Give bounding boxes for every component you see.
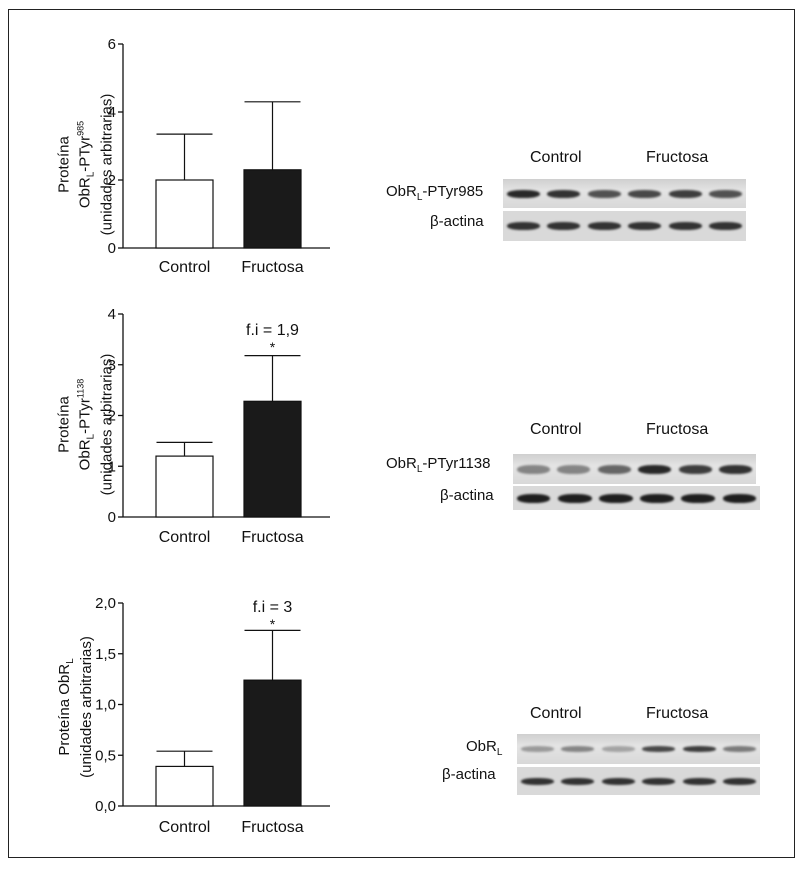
- blot-band: [547, 189, 581, 198]
- blot-band: [597, 464, 631, 474]
- y-tick-label: 4: [108, 104, 116, 121]
- category-label: Control: [159, 819, 211, 836]
- y-tick-label: 3: [108, 357, 116, 374]
- blot3-header-control: Control: [530, 705, 582, 722]
- blot3-row2-strip: [517, 767, 760, 795]
- significance-marker: *: [270, 339, 276, 355]
- blot-band: [681, 493, 716, 503]
- y-tick-label: 0,5: [95, 747, 116, 764]
- blot-band: [601, 777, 635, 785]
- blot-band: [599, 493, 633, 503]
- y-tick-label: 1,5: [95, 646, 116, 663]
- blot-band: [506, 222, 540, 230]
- blot-band: [642, 777, 676, 785]
- blot1-row2-strip: [503, 211, 746, 241]
- blot-band: [506, 189, 540, 198]
- y-tick-label: 1: [108, 458, 116, 475]
- fold-increase-label: f.i = 3: [253, 599, 293, 616]
- y-tick-label: 4: [108, 306, 116, 323]
- blot1-header-fructosa: Fructosa: [646, 149, 709, 166]
- blot-band: [668, 222, 702, 230]
- blot-band: [587, 189, 621, 198]
- blot-band: [682, 777, 716, 785]
- bar-fructosa: [243, 169, 302, 249]
- category-label: Fructosa: [241, 259, 303, 276]
- blot1-row1-label: ObRL-PTyr985: [386, 183, 484, 203]
- blot2-row1-strip: [513, 454, 756, 484]
- blot-band: [642, 746, 676, 752]
- y-tick-label: 6: [108, 36, 116, 53]
- bar-control: [155, 765, 214, 807]
- blot-band: [682, 746, 716, 752]
- blot-band: [723, 746, 757, 752]
- bar-chart-ptyr1138: 0 1 2 3 4 Control Fructosa f.i = 1,9*: [108, 306, 330, 546]
- blot-band: [561, 777, 595, 785]
- blot-band: [628, 222, 662, 230]
- y-axis-label-2: Proteína ObRL-PTyr1138 (unidades arbitra…: [55, 353, 116, 496]
- category-label: Control: [159, 259, 211, 276]
- blot1-row1-strip: [503, 179, 746, 208]
- blot2-row2-strip: [513, 486, 760, 510]
- blot3-header-fructosa: Fructosa: [646, 705, 709, 722]
- blot-band: [601, 746, 635, 752]
- y-tick-label: 2: [108, 172, 116, 189]
- blot-band: [719, 464, 753, 474]
- blot-band: [557, 464, 591, 474]
- blot-band: [678, 464, 712, 474]
- significance-marker: *: [270, 616, 276, 632]
- category-label: Fructosa: [241, 529, 303, 546]
- bar-chart-ptyr985: 0 2 4 6 Control Fructosa: [108, 36, 330, 276]
- bar-control: [155, 455, 214, 518]
- blot-band: [709, 189, 743, 198]
- blot-band: [668, 189, 702, 198]
- y-tick-label: 0: [108, 509, 116, 526]
- blot-band: [516, 464, 550, 474]
- y-tick-label: 0: [108, 240, 116, 257]
- bar-fructosa: [243, 679, 302, 807]
- blot1-row2-label: β-actina: [430, 213, 484, 230]
- blot-band: [520, 777, 554, 785]
- figure-frame: [8, 9, 795, 858]
- y-tick-label: 2: [108, 408, 116, 425]
- blot-band: [520, 746, 554, 752]
- blot1-header-control: Control: [530, 149, 582, 166]
- blot2-row2-label: β-actina: [440, 487, 494, 504]
- y-axis-label-3: Proteína ObRL (unidades arbitrarias): [56, 636, 95, 778]
- blot-band: [516, 493, 551, 503]
- blot2-row1-label: ObRL-PTyr1138: [386, 455, 491, 475]
- fold-increase-label: f.i = 1,9: [246, 322, 299, 339]
- category-label: Fructosa: [241, 819, 303, 836]
- y-tick-label: 1,0: [95, 697, 116, 714]
- blot-band: [709, 222, 743, 230]
- blot-band: [587, 222, 621, 230]
- y-tick-label: 0,0: [95, 798, 116, 815]
- blot-band: [628, 189, 662, 198]
- blot3-row1-label: ObRL: [466, 738, 503, 758]
- blot3-row2-label: β-actina: [442, 766, 496, 783]
- bar-fructosa: [243, 400, 302, 518]
- blot2-header-control: Control: [530, 421, 582, 438]
- blot2-header-fructosa: Fructosa: [646, 421, 709, 438]
- blot-band: [557, 493, 592, 503]
- blot3-row1-strip: [517, 734, 760, 764]
- blot-band: [638, 464, 672, 474]
- y-axis-label-1: Proteína ObRL-PTyr985 (unidades arbitrar…: [55, 93, 116, 236]
- blot-band: [561, 746, 595, 752]
- blot-band: [547, 222, 581, 230]
- y-tick-label: 2,0: [95, 595, 116, 612]
- blot-band: [723, 777, 757, 785]
- blot-band: [640, 493, 674, 503]
- blot-band: [722, 493, 757, 503]
- category-label: Control: [159, 529, 211, 546]
